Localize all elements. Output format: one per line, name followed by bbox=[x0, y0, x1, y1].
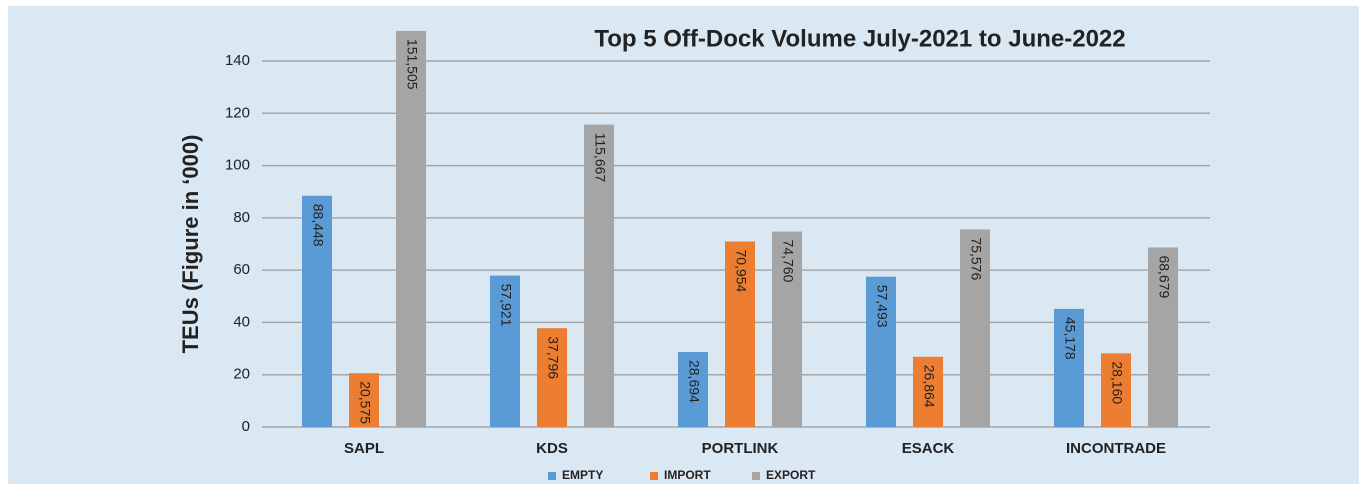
bar-value-label: 151,505 bbox=[404, 39, 420, 90]
bar bbox=[866, 276, 896, 427]
bar-value-label: 28,160 bbox=[1109, 361, 1125, 404]
legend-swatch bbox=[650, 472, 658, 480]
legend-label: EXPORT bbox=[766, 468, 816, 482]
bar bbox=[490, 275, 520, 427]
bar-value-label: 75,576 bbox=[968, 237, 984, 280]
x-tick-label: ESACK bbox=[902, 440, 955, 457]
x-tick-label: KDS bbox=[536, 440, 568, 457]
y-axis-title: TEUs (Figure in ‘000) bbox=[178, 135, 203, 354]
bar-value-label: 57,493 bbox=[874, 285, 890, 328]
bar bbox=[1101, 353, 1131, 427]
bar bbox=[396, 30, 426, 428]
y-tick-label: 80 bbox=[233, 209, 250, 226]
bar bbox=[584, 124, 614, 428]
bar-value-label: 88,448 bbox=[310, 204, 326, 247]
bar bbox=[913, 356, 943, 427]
legend-label: IMPORT bbox=[664, 468, 711, 482]
bar bbox=[1054, 308, 1084, 427]
bar bbox=[725, 241, 755, 427]
legend-swatch bbox=[548, 472, 556, 480]
bar-value-label: 74,760 bbox=[780, 240, 796, 283]
bar-value-label: 68,679 bbox=[1156, 255, 1172, 298]
legend-label: EMPTY bbox=[562, 468, 603, 482]
x-tick-label: SAPL bbox=[344, 440, 384, 457]
legend-swatch bbox=[752, 472, 760, 480]
bar-value-label: 26,864 bbox=[921, 365, 937, 408]
y-tick-label: 120 bbox=[225, 104, 250, 121]
bar bbox=[960, 229, 990, 427]
bar bbox=[1148, 247, 1178, 427]
y-tick-label: 100 bbox=[225, 157, 250, 174]
bar-value-label: 70,954 bbox=[733, 250, 749, 293]
bar bbox=[678, 351, 708, 427]
x-tick-label: INCONTRADE bbox=[1066, 440, 1166, 457]
bar-value-label: 20,575 bbox=[357, 381, 373, 424]
y-tick-label: 0 bbox=[242, 418, 250, 435]
bar-value-label: 28,694 bbox=[686, 360, 702, 403]
bar-value-label: 57,921 bbox=[498, 284, 514, 327]
bar-value-label: 115,667 bbox=[592, 133, 608, 183]
y-tick-label: 60 bbox=[233, 261, 250, 278]
y-tick-label: 20 bbox=[233, 366, 250, 383]
bar-value-label: 45,178 bbox=[1062, 317, 1078, 360]
bar bbox=[772, 231, 802, 427]
y-tick-label: 40 bbox=[233, 313, 250, 330]
x-tick-label: PORTLINK bbox=[702, 440, 779, 457]
y-tick-label: 140 bbox=[225, 52, 250, 69]
bar bbox=[349, 373, 379, 427]
bar bbox=[302, 195, 332, 427]
chart-title: Top 5 Off-Dock Volume July-2021 to June-… bbox=[594, 25, 1125, 52]
bar bbox=[537, 328, 567, 427]
bar-value-label: 37,796 bbox=[545, 336, 561, 379]
